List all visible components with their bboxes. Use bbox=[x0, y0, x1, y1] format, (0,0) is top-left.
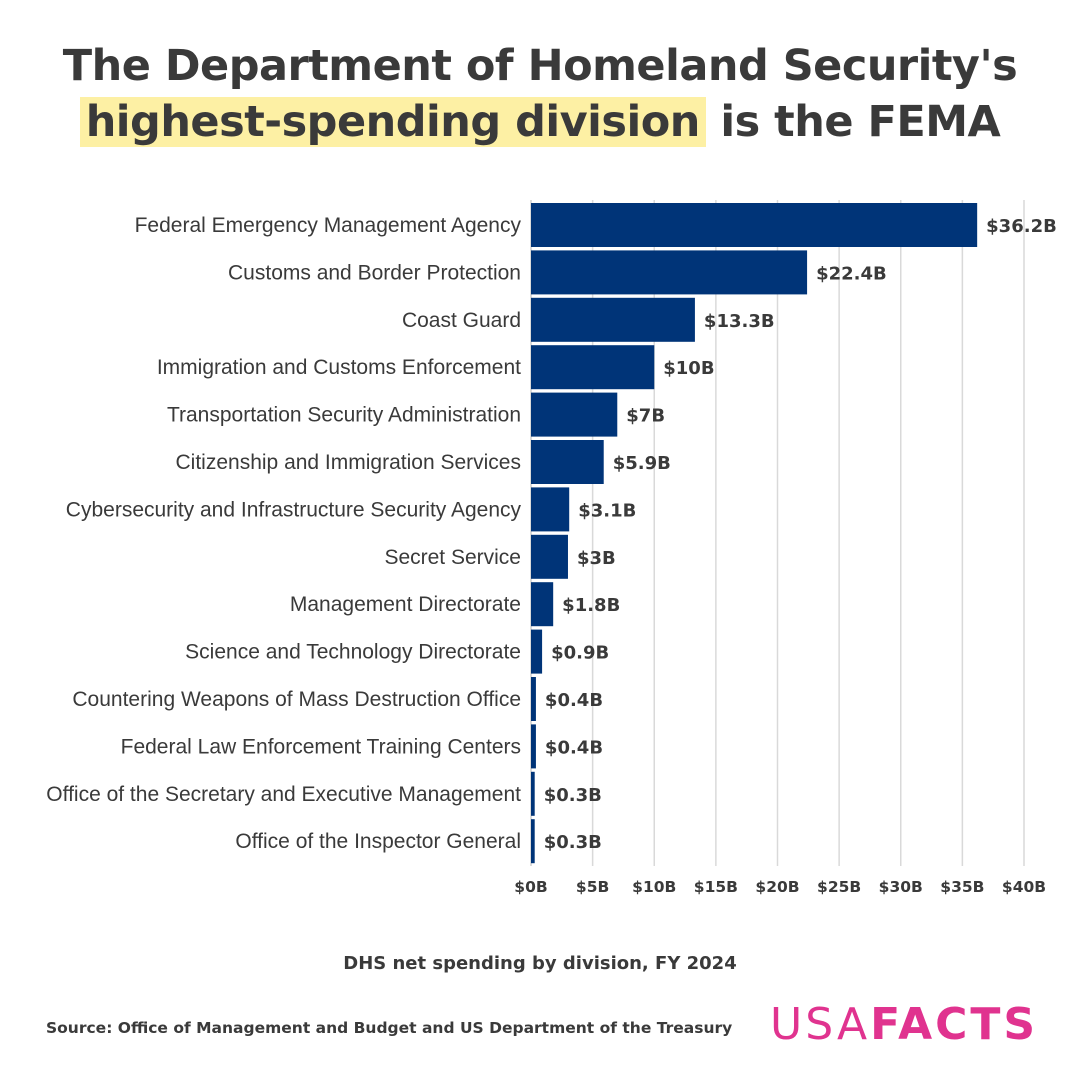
category-label: Federal Law Enforcement Training Centers bbox=[121, 735, 521, 758]
value-label: $3B bbox=[577, 548, 616, 569]
x-tick-label: $40B bbox=[1002, 878, 1046, 896]
x-tick-label: $5B bbox=[576, 878, 609, 896]
logo-part-1: USA bbox=[770, 999, 871, 1050]
bar bbox=[531, 771, 535, 816]
bar bbox=[531, 677, 536, 721]
bars bbox=[531, 203, 978, 864]
category-label: Office of the Inspector General bbox=[235, 830, 521, 853]
value-label: $0.3B bbox=[544, 785, 602, 806]
category-label: Cybersecurity and Infrastructure Securit… bbox=[66, 498, 522, 521]
category-label: Science and Technology Directorate bbox=[185, 641, 521, 664]
value-label: $1.8B bbox=[562, 595, 620, 616]
category-label: Secret Service bbox=[384, 546, 521, 569]
bar bbox=[531, 297, 695, 342]
x-tick-label: $25B bbox=[817, 878, 861, 896]
bar bbox=[531, 250, 808, 295]
bar bbox=[531, 487, 570, 532]
category-label: Transportation Security Administration bbox=[167, 404, 521, 427]
chart-caption: DHS net spending by division, FY 2024 bbox=[343, 953, 737, 974]
value-label: $0.4B bbox=[545, 737, 603, 758]
value-label: $3.1B bbox=[578, 500, 636, 521]
title-highlight: highest-spending division bbox=[79, 97, 706, 147]
value-label: $0.9B bbox=[551, 643, 609, 664]
x-tick-label: $0B bbox=[514, 878, 547, 896]
category-label: Office of the Secretary and Executive Ma… bbox=[46, 783, 521, 806]
category-label: Citizenship and Immigration Services bbox=[176, 451, 521, 474]
category-label: Immigration and Customs Enforcement bbox=[157, 356, 521, 379]
value-label: $36.2B bbox=[986, 216, 1057, 237]
value-labels: $36.2B $22.4B $13.3B $10B $7B $5.9B $3.1B $3B $1… bbox=[544, 216, 1057, 853]
category-label: Customs and Border Protection bbox=[228, 261, 521, 284]
value-label: $10B bbox=[663, 358, 714, 379]
x-tick-label: $30B bbox=[879, 878, 923, 896]
category-label: Management Directorate bbox=[290, 593, 521, 616]
value-label: $0.3B bbox=[544, 832, 602, 853]
x-axis-ticks: $0B $5B $10B $15B $20B $25B $30B $35B $40B bbox=[514, 878, 1046, 896]
x-tick-label: $20B bbox=[755, 878, 799, 896]
value-label: $7B bbox=[626, 406, 665, 427]
usafacts-logo: USAFACTS bbox=[770, 999, 1038, 1050]
title-line-2: highest-spending division is the FEMA bbox=[0, 94, 1080, 150]
bar bbox=[531, 724, 536, 769]
category-label: Federal Emergency Management Agency bbox=[135, 214, 522, 237]
value-label: $5.9B bbox=[613, 453, 671, 474]
bar bbox=[531, 345, 655, 390]
x-tick-label: $15B bbox=[694, 878, 738, 896]
bar bbox=[531, 440, 604, 484]
chart-title: The Department of Homeland Security's hi… bbox=[0, 38, 1080, 150]
value-label: $22.4B bbox=[816, 263, 887, 284]
bar bbox=[531, 819, 535, 864]
category-label: Countering Weapons of Mass Destruction O… bbox=[72, 688, 521, 711]
value-label: $0.4B bbox=[545, 690, 603, 711]
bar bbox=[531, 203, 978, 247]
bar-chart: Federal Emergency Management Agency Custo… bbox=[46, 200, 1057, 896]
title-rest: is the FEMA bbox=[705, 97, 1001, 147]
bar bbox=[531, 392, 618, 437]
category-label: Coast Guard bbox=[402, 309, 521, 332]
x-tick-label: $10B bbox=[632, 878, 676, 896]
title-line-1: The Department of Homeland Security's bbox=[62, 41, 1018, 91]
value-label: $13.3B bbox=[704, 311, 775, 332]
bar bbox=[531, 582, 554, 627]
source-note: Source: Office of Management and Budget … bbox=[46, 1019, 733, 1037]
bar bbox=[531, 534, 568, 579]
logo-part-2: FACTS bbox=[870, 999, 1039, 1050]
category-labels: Federal Emergency Management Agency Custo… bbox=[46, 214, 521, 853]
x-tick-label: $35B bbox=[940, 878, 984, 896]
bar bbox=[531, 629, 543, 674]
